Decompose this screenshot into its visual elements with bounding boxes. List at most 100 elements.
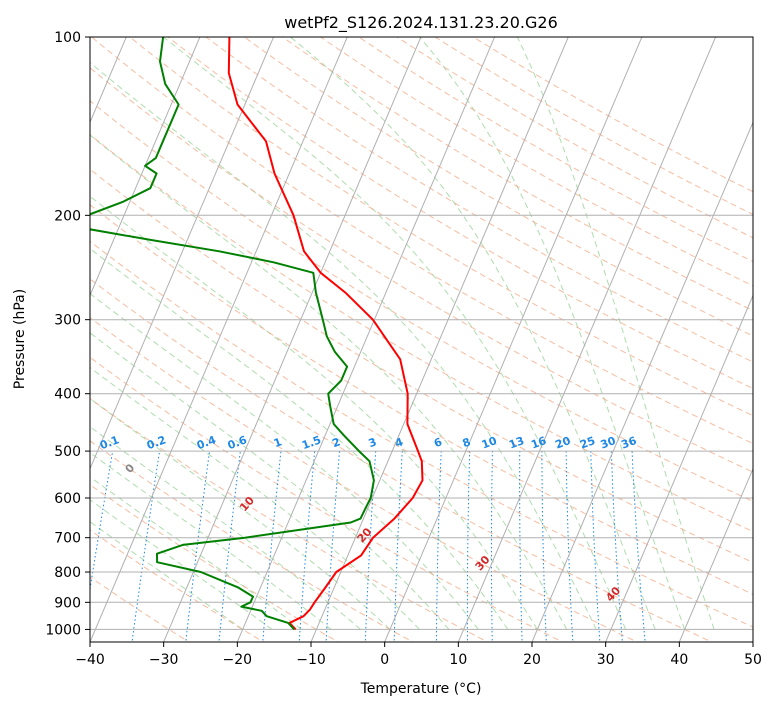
plot-frame bbox=[89, 36, 754, 643]
dry-adiabat-line bbox=[90, 316, 639, 642]
y-axis-title: Pressure (hPa) bbox=[12, 289, 28, 389]
dewpoint-profile-line bbox=[90, 37, 375, 631]
x-axis-ticks: −40 −30 −20 −10 0 10 20 30 40 50 bbox=[75, 642, 762, 668]
y-tick-label: 500 bbox=[54, 444, 81, 460]
mixing-ratio-label: 16 bbox=[529, 434, 548, 452]
moist-adiabat-line bbox=[290, 37, 656, 630]
moist-adiabat-line bbox=[90, 195, 538, 630]
mixing-ratio-line bbox=[590, 451, 601, 642]
dry-adiabat-line bbox=[90, 67, 753, 473]
isotherm-line bbox=[457, 37, 717, 642]
dry-adiabat-line bbox=[90, 168, 753, 564]
mixing-ratio-label: 1.5 bbox=[300, 433, 323, 452]
mixing-ratio-line bbox=[541, 451, 547, 642]
x-tick-label: 30 bbox=[597, 652, 615, 668]
mixing-ratio-label: 3 bbox=[367, 435, 379, 450]
moist-adiabat-line bbox=[90, 397, 391, 630]
temperature-profile-line bbox=[227, 37, 424, 631]
profile-series bbox=[90, 37, 424, 631]
mixing-ratio-label: 6 bbox=[432, 435, 444, 450]
y-tick-label: 1000 bbox=[45, 622, 81, 638]
mixing-ratio-label: 1 bbox=[272, 435, 284, 450]
x-tick-label: 20 bbox=[523, 652, 541, 668]
dry-adiabat-line bbox=[90, 204, 753, 595]
moist-adiabat-line bbox=[90, 452, 332, 630]
isotherm-line bbox=[605, 294, 753, 642]
mixing-ratio-label: 4 bbox=[393, 435, 405, 450]
mixing-ratio-line bbox=[491, 451, 493, 642]
isotherm-line bbox=[310, 37, 569, 642]
isotherm-line bbox=[163, 37, 422, 642]
mixing-ratio-label: 20 bbox=[553, 434, 572, 452]
isotherm-line bbox=[384, 37, 643, 642]
y-tick-label: 400 bbox=[54, 387, 81, 403]
isotherm-line bbox=[531, 121, 753, 642]
y-tick-label: 700 bbox=[54, 531, 81, 547]
moist-adiabat-line bbox=[90, 521, 243, 630]
mixing-ratio-label: 13 bbox=[507, 434, 526, 451]
mixing-ratio-line bbox=[565, 451, 574, 642]
y-tick-label: 200 bbox=[54, 208, 81, 224]
moist-adiabat-line bbox=[90, 292, 479, 630]
mixing-ratio-line bbox=[393, 451, 403, 642]
mixing-ratio-line bbox=[519, 451, 523, 642]
isopleth-labels: -100-90-80-70-60-50-40-30-20-10010203040… bbox=[98, 433, 639, 604]
x-tick-label: −40 bbox=[75, 652, 105, 668]
moist-adiabat-line bbox=[516, 37, 715, 630]
moist-adiabat-line bbox=[90, 62, 597, 630]
y-tick-label: 300 bbox=[54, 313, 81, 329]
moist-adiabat-line bbox=[90, 247, 509, 630]
chart-title: wetPf2_S126.2024.131.23.20.G26 bbox=[284, 13, 558, 33]
dry-adiabat-line bbox=[319, 37, 753, 287]
grid-lines bbox=[90, 37, 753, 642]
dry-adiabat-line bbox=[90, 37, 753, 445]
mixing-ratio-label: 36 bbox=[619, 434, 638, 452]
isotherm-line bbox=[90, 37, 201, 297]
x-tick-label: 50 bbox=[744, 652, 762, 668]
isotherm-line bbox=[90, 37, 275, 471]
mixing-ratio-line bbox=[364, 451, 377, 642]
mixing-ratio-lines bbox=[90, 451, 646, 642]
y-tick-label: 900 bbox=[54, 595, 81, 611]
isotherm-line bbox=[90, 37, 348, 642]
x-tick-label: 40 bbox=[670, 652, 688, 668]
mixing-ratio-label: 8 bbox=[461, 435, 473, 450]
y-tick-label: 600 bbox=[54, 491, 81, 507]
y-tick-label: 800 bbox=[54, 565, 81, 581]
mixing-ratio-label: 2 bbox=[330, 435, 342, 450]
mixing-ratio-line bbox=[466, 451, 471, 642]
mixing-ratio-label: 0.1 bbox=[98, 433, 121, 452]
moist-adiabat-line bbox=[90, 134, 568, 630]
dry-adiabat-line bbox=[90, 440, 414, 642]
x-tick-label: −10 bbox=[296, 652, 326, 668]
moist-adiabats bbox=[90, 37, 715, 630]
mixing-ratio-label: 25 bbox=[578, 434, 597, 451]
y-tick-label: 100 bbox=[54, 30, 81, 46]
x-tick-label: −20 bbox=[223, 652, 253, 668]
x-axis-title: Temperature (°C) bbox=[360, 681, 482, 697]
dry-adiabat-line bbox=[243, 37, 753, 337]
mixing-ratio-label: 30 bbox=[599, 434, 618, 452]
dry-adiabat-line bbox=[90, 278, 713, 642]
y-axis-ticks: 100 200 300 400 500 600 700 800 900 1000 bbox=[45, 30, 90, 638]
dry-adiabat-line bbox=[205, 37, 753, 363]
x-tick-label: −30 bbox=[149, 652, 179, 668]
x-tick-label: 10 bbox=[449, 652, 467, 668]
dry-adiabat-line bbox=[90, 133, 753, 533]
mixing-ratio-label: 0.6 bbox=[226, 433, 249, 452]
moist-adiabat-line bbox=[90, 426, 361, 630]
moist-adiabat-line bbox=[163, 37, 627, 630]
x-tick-label: 0 bbox=[380, 652, 389, 668]
mixing-ratio-label: 10 bbox=[480, 434, 499, 452]
moist-adiabat-line bbox=[419, 37, 686, 630]
mixing-ratio-label: 0.4 bbox=[195, 433, 218, 452]
mixing-ratio-label: 0.2 bbox=[145, 433, 168, 452]
plot-area: -100-90-80-70-60-50-40-30-20-10010203040… bbox=[90, 37, 753, 642]
isotherm-line bbox=[678, 467, 753, 642]
dry-adiabat-line bbox=[129, 37, 753, 417]
isotherm-line bbox=[236, 37, 496, 642]
mixing-ratio-line bbox=[435, 451, 442, 642]
moist-adiabat-line bbox=[90, 499, 273, 630]
